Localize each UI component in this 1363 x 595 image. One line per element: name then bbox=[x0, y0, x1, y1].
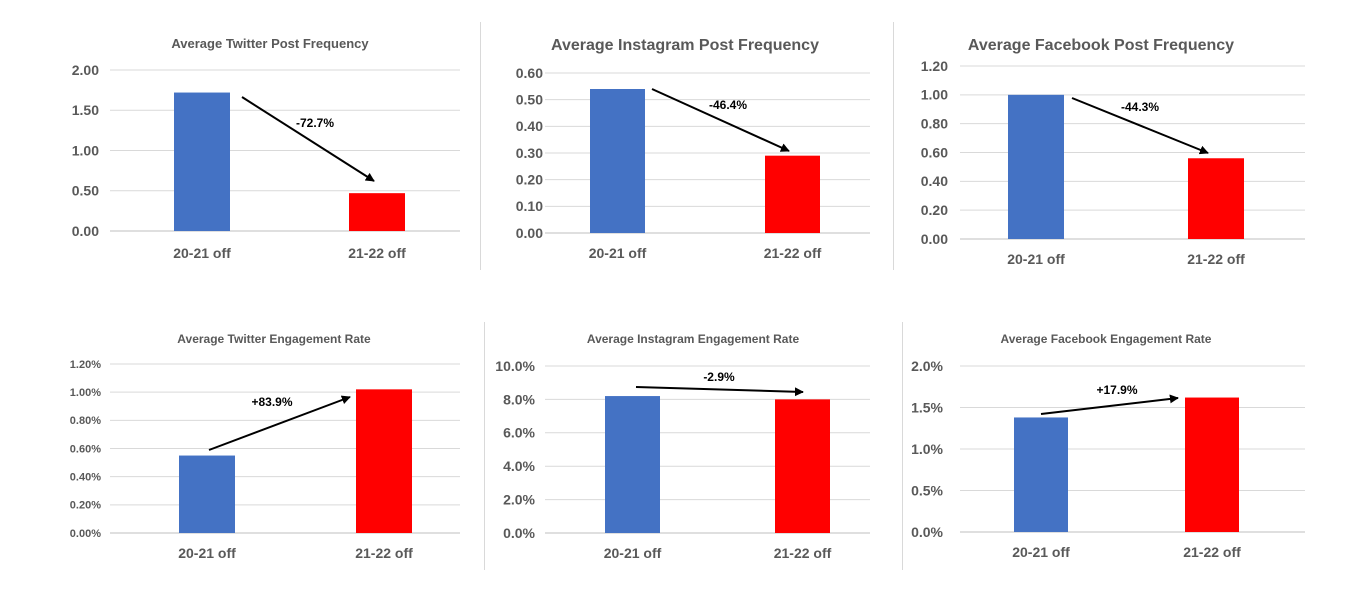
change-arrow bbox=[651, 88, 790, 152]
y-tick-label: 0.5% bbox=[911, 482, 943, 498]
change-arrow bbox=[1040, 394, 1179, 415]
bar-21-22 bbox=[349, 193, 405, 231]
chart-title: Average Twitter Engagement Rate bbox=[177, 332, 371, 346]
panel-divider bbox=[902, 322, 903, 570]
y-tick-label: 0.40% bbox=[70, 472, 101, 484]
y-tick-label: 1.0% bbox=[911, 441, 943, 457]
y-tick-label: 1.5% bbox=[911, 399, 943, 415]
y-tick-label: 1.20 bbox=[921, 58, 948, 74]
y-tick-label: 2.0% bbox=[503, 492, 535, 508]
x-category-label: 21-22 off bbox=[764, 245, 822, 261]
panel-divider bbox=[893, 22, 894, 270]
bar-20-21 bbox=[179, 455, 235, 533]
y-tick-label: 1.00 bbox=[921, 87, 948, 103]
x-category-label: 20-21 off bbox=[604, 545, 662, 561]
y-tick-label: 1.00 bbox=[72, 142, 99, 158]
panel-divider bbox=[480, 22, 481, 270]
chart-title: Average Facebook Engagement Rate bbox=[1001, 332, 1212, 346]
bar-21-22 bbox=[775, 399, 830, 533]
y-tick-label: 0.20 bbox=[921, 202, 948, 218]
x-category-label: 21-22 off bbox=[1183, 544, 1241, 560]
y-tick-label: 0.00 bbox=[72, 223, 99, 239]
x-category-label: 20-21 off bbox=[1007, 251, 1065, 267]
y-tick-label: 1.20% bbox=[70, 359, 101, 371]
y-tick-label: 0.50 bbox=[516, 92, 543, 108]
y-tick-label: 8.0% bbox=[503, 391, 535, 407]
y-tick-label: 0.20% bbox=[70, 500, 101, 512]
chart-title: Average Instagram Post Frequency bbox=[551, 37, 819, 54]
x-category-label: 21-22 off bbox=[1187, 251, 1245, 267]
chart-panel: Average Instagram Post Frequency 0.00 0.10… bbox=[516, 37, 870, 261]
y-tick-label: 0.0% bbox=[503, 525, 535, 541]
x-category-label: 21-22 off bbox=[774, 545, 832, 561]
chart-title: Average Facebook Post Frequency bbox=[968, 37, 1234, 54]
y-tick-label: 0.00 bbox=[921, 231, 948, 247]
chart-panel: Average Facebook Engagement Rate 0.0% 0.5%… bbox=[911, 332, 1305, 560]
bar-21-22 bbox=[1185, 397, 1239, 532]
change-annotation: +83.9% bbox=[251, 395, 292, 409]
y-tick-label: 0.00 bbox=[516, 225, 543, 241]
y-tick-label: 0.60 bbox=[921, 144, 948, 160]
y-tick-label: 1.00% bbox=[70, 387, 101, 399]
y-tick-label: 0.0% bbox=[911, 524, 943, 540]
x-category-label: 21-22 off bbox=[348, 245, 406, 261]
bar-20-21 bbox=[1008, 94, 1064, 239]
y-tick-label: 0.50 bbox=[72, 183, 99, 199]
change-arrow bbox=[635, 386, 804, 397]
x-category-label: 20-21 off bbox=[173, 245, 231, 261]
y-tick-label: 4.0% bbox=[503, 458, 535, 474]
bar-20-21 bbox=[590, 89, 645, 233]
y-tick-label: 0.80 bbox=[921, 116, 948, 132]
change-arrow bbox=[208, 395, 351, 451]
y-tick-label: 0.40 bbox=[921, 173, 948, 189]
bar-20-21 bbox=[174, 92, 230, 231]
bar-21-22 bbox=[356, 389, 412, 533]
bar-21-22 bbox=[1188, 158, 1244, 239]
y-tick-label: 6.0% bbox=[503, 425, 535, 441]
y-tick-label: 0.20 bbox=[516, 172, 543, 188]
chart-panel: Average Twitter Post Frequency 0.00 0.50 1.… bbox=[72, 36, 460, 261]
change-arrow bbox=[241, 96, 375, 182]
chart-panel: Average Facebook Post Frequency 0.00 0.20 0… bbox=[921, 37, 1305, 267]
y-tick-label: 0.40 bbox=[516, 118, 543, 134]
panel-divider bbox=[484, 322, 485, 570]
y-tick-label: 2.00 bbox=[72, 62, 99, 78]
y-tick-label: 0.60 bbox=[516, 65, 543, 81]
x-category-label: 21-22 off bbox=[355, 545, 413, 561]
chart-panel: Average Twitter Engagement Rate 0.00% 0.20… bbox=[70, 332, 460, 561]
chart-panel: Average Instagram Engagement Rate 0.0% 2.0… bbox=[495, 332, 870, 561]
bar-20-21 bbox=[605, 396, 660, 533]
y-tick-label: 10.0% bbox=[495, 358, 535, 374]
change-annotation: -44.3% bbox=[1121, 100, 1159, 114]
change-annotation: +17.9% bbox=[1096, 383, 1137, 397]
y-tick-label: 0.60% bbox=[70, 443, 101, 455]
y-tick-label: 0.80% bbox=[70, 415, 101, 427]
change-arrow bbox=[1071, 97, 1209, 155]
x-category-label: 20-21 off bbox=[178, 545, 236, 561]
y-tick-label: 0.30 bbox=[516, 145, 543, 161]
chart-title: Average Instagram Engagement Rate bbox=[587, 332, 800, 346]
bar-20-21 bbox=[1014, 417, 1068, 532]
bar-21-22 bbox=[765, 155, 820, 233]
change-annotation: -72.7% bbox=[296, 116, 334, 130]
change-annotation: -46.4% bbox=[709, 98, 747, 112]
x-category-label: 20-21 off bbox=[589, 245, 647, 261]
x-category-label: 20-21 off bbox=[1012, 544, 1070, 560]
y-tick-label: 0.10 bbox=[516, 198, 543, 214]
y-tick-label: 1.50 bbox=[72, 102, 99, 118]
y-tick-label: 0.00% bbox=[70, 528, 101, 540]
chart-title: Average Twitter Post Frequency bbox=[171, 36, 369, 51]
y-tick-label: 2.0% bbox=[911, 358, 943, 374]
change-annotation: -2.9% bbox=[703, 370, 735, 384]
